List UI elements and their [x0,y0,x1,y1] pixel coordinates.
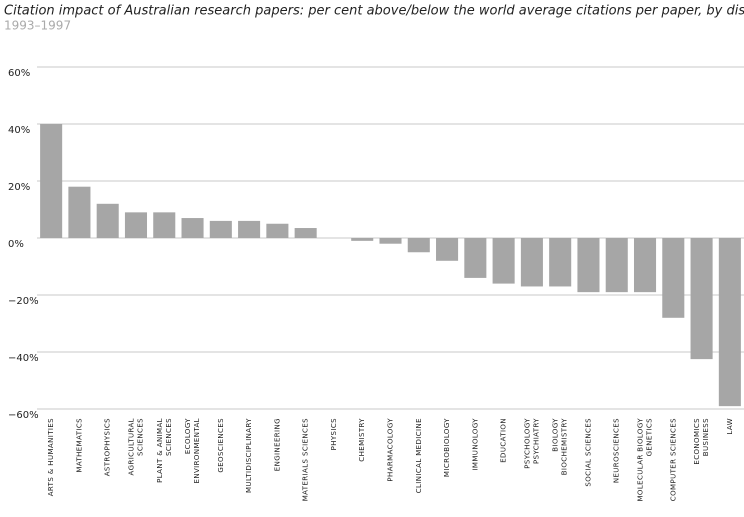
x-tick-label: PSYCHIATRY [532,418,540,464]
bar [407,238,430,253]
chart-subtitle: 1993–1997 [4,19,71,33]
y-tick-label: 40% [8,125,30,136]
x-tick-label: SCIENCES [136,418,144,456]
bar [209,220,232,238]
y-tick-label: 60% [8,68,30,79]
x-tick-label: MOLECULAR BIOLOGY [637,418,645,502]
x-tick-label: PLANT & ANIMAL [156,418,164,483]
x-tick-label: ENVIRONMENTAL [193,418,201,483]
bar [577,238,600,293]
bar [68,186,91,238]
x-tick-label: MATHEMATICS [75,418,83,473]
x-tick-label: EDUCATION [500,418,508,463]
bar [96,203,119,238]
x-tick-label: PHYSICS [330,418,338,451]
x-tick-label: LAW [726,418,734,435]
y-tick-label: 0% [8,239,24,250]
x-tick-label: NEUROSCIENCES [613,418,621,483]
bar [153,212,176,238]
x-tick-label: BIOLOGY [552,418,560,452]
bar [549,238,572,287]
x-tick-label: MICROBIOLOGY [443,418,451,477]
bar [690,238,713,360]
x-tick-label: CHEMISTRY [358,418,366,462]
x-tick-label: SCIENCES [165,418,173,456]
bar [266,223,289,238]
x-tick-label: ASTROPHYSICS [104,418,112,476]
x-tick-label: ARTS & HUMANITIES [47,418,55,496]
x-tick-label: PSYCHOLOGY [523,418,531,469]
bar [351,238,374,241]
x-tick-label: GEOSCIENCES [217,418,225,473]
bar [124,212,148,238]
x-tick-label: ENGINEERING [273,418,281,471]
bar [294,228,317,238]
y-tick-label: −60% [8,410,39,421]
x-tick-label: GENETICS [646,418,654,457]
y-tick-label: 20% [8,182,30,193]
bar [379,238,402,244]
x-tick-label: COMPUTER SCIENCES [669,418,677,501]
x-tick-label: MATERIALS SCIENCES [302,418,310,501]
bar [520,238,543,287]
bar [436,238,459,261]
bar [181,218,204,238]
bar [464,238,487,278]
x-tick-label: BIOCHEMISTRY [561,418,569,476]
bar [492,238,515,284]
x-tick-label: IMMUNOLOGY [471,418,479,471]
bar [718,238,741,407]
x-tick-label: AGRICULTURAL [127,418,135,475]
x-tick-label: BUSINESS [702,418,710,456]
x-tick-label: ECONOMICS [693,418,701,465]
bar [633,238,657,293]
bar [40,124,63,238]
x-tick-label: CLINICAL MEDICINE [415,418,423,493]
bar [662,238,685,318]
y-tick-label: −40% [8,353,39,364]
x-tick-label: PHARMACOLOGY [387,418,395,482]
bar [605,238,628,293]
x-tick-label: ECOLOGY [184,418,192,454]
chart-title: Citation impact of Australian research p… [4,4,744,19]
x-tick-label: MULTIDISCIPLINARY [245,418,253,493]
bar [238,220,261,238]
y-tick-label: −20% [8,296,39,307]
x-tick-label: SOCIAL SCIENCES [584,418,592,487]
